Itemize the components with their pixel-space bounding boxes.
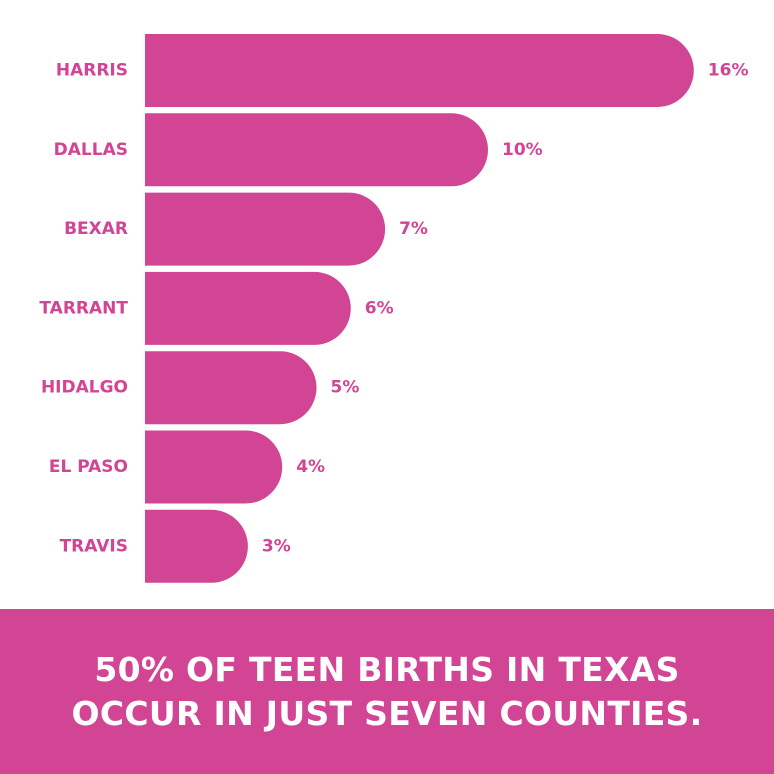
category-label: EL PASO — [49, 457, 128, 477]
bar-harris — [145, 34, 694, 107]
category-label: BEXAR — [64, 219, 128, 239]
caption-line-2: OCCUR IN JUST SEVEN COUNTIES. — [71, 693, 703, 733]
bar-hidalgo — [145, 351, 317, 425]
value-label: 6% — [365, 298, 394, 318]
bar-dallas — [145, 113, 488, 187]
category-label: DALLAS — [54, 140, 128, 160]
value-label: 10% — [502, 140, 543, 160]
value-label: 16% — [708, 61, 749, 81]
bar-chart: HARRIS 16% DALLAS 10% BEXAR 7% TARRANT 6% HIDALG… — [39, 34, 749, 583]
category-label: HIDALGO — [41, 378, 128, 398]
category-label: HARRIS — [56, 61, 128, 81]
bar-el-paso — [145, 430, 283, 504]
caption-line-1: 50% OF TEEN BIRTHS IN TEXAS — [94, 649, 680, 689]
bar-bexar — [145, 192, 386, 266]
caption-text: 50% OF TEEN BIRTHS IN TEXAS OCCUR IN JUS… — [27, 648, 747, 736]
value-label: 7% — [399, 219, 428, 239]
bar-tarrant — [144, 271, 351, 345]
caption-banner: 50% OF TEEN BIRTHS IN TEXAS OCCUR IN JUS… — [0, 609, 774, 774]
value-label: 5% — [331, 378, 360, 398]
category-label: TRAVIS — [60, 536, 128, 556]
value-label: 4% — [296, 457, 325, 477]
category-label: TARRANT — [39, 298, 128, 318]
bar-travis — [145, 509, 248, 583]
value-label: 3% — [262, 536, 291, 556]
